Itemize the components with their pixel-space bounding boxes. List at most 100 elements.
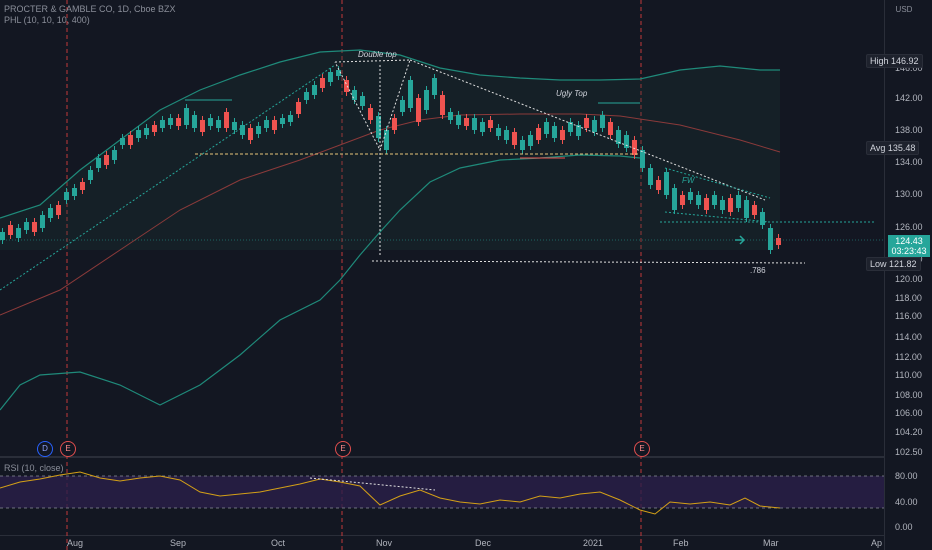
middle-band-line <box>0 113 781 316</box>
candle-body <box>160 120 165 128</box>
candle-body <box>8 225 13 235</box>
candle-body <box>696 195 701 205</box>
price-tick-label: 118.00 <box>895 293 922 303</box>
time-tick-label: Sep <box>170 538 187 548</box>
candle-body <box>416 98 421 122</box>
candle-body <box>568 122 573 132</box>
candle-body <box>472 118 477 130</box>
candle-body <box>32 222 37 232</box>
chart-grid <box>0 0 885 550</box>
candle-body <box>392 118 397 130</box>
candle-body <box>712 195 717 205</box>
price-tick-label: 106.00 <box>895 408 923 418</box>
candle-body <box>720 200 725 210</box>
price-tick-label: 108.00 <box>895 390 923 400</box>
price-tick-label: 110.00 <box>895 370 922 380</box>
candle-body <box>136 130 141 138</box>
candle-body <box>424 90 429 110</box>
candle-body <box>464 118 469 126</box>
candle-body <box>592 120 597 132</box>
candle-body <box>384 130 389 150</box>
avg-tag: Avg 135.48 <box>866 141 920 155</box>
candle-body <box>48 208 53 218</box>
candle-body <box>88 170 93 180</box>
time-tick-label: Feb <box>673 538 689 548</box>
price-tick-label: 146.00 <box>895 63 923 73</box>
price-tick-label: 126.00 <box>895 222 923 232</box>
earnings-event-icon[interactable]: E <box>60 441 76 457</box>
candle-body <box>224 112 229 128</box>
dividend-event-icon[interactable]: D <box>37 441 53 457</box>
candle-body <box>752 205 757 215</box>
candle-body <box>680 195 685 205</box>
candle-body <box>664 172 669 195</box>
price-tick-label: 114.00 <box>895 332 922 342</box>
candle-body <box>272 120 277 130</box>
time-tick-label: Oct <box>271 538 286 548</box>
candle-body <box>120 138 125 145</box>
candle-body <box>648 168 653 185</box>
double-top-triangle <box>334 59 411 152</box>
candle-body <box>744 200 749 218</box>
time-tick-label: Nov <box>376 538 393 548</box>
candle-body <box>536 128 541 140</box>
candle-body <box>704 198 709 210</box>
candle-body <box>96 158 101 168</box>
candle-body <box>176 118 181 126</box>
price-tick-label: 134.00 <box>895 157 923 167</box>
candle-body <box>280 118 285 124</box>
candle-body <box>216 120 221 128</box>
candle-body <box>288 115 293 122</box>
candle-body <box>256 126 261 134</box>
candle-body <box>608 122 613 135</box>
rsi-tick-label: 40.00 <box>895 497 918 507</box>
earnings-event-icon[interactable]: E <box>634 441 650 457</box>
candle-body <box>584 118 589 128</box>
candle-body <box>488 120 493 128</box>
candle-body <box>304 92 309 100</box>
measure-line-horizontal <box>371 260 806 264</box>
candle-body <box>600 115 605 128</box>
ugly-top-annotation[interactable]: Ugly Top <box>556 89 588 98</box>
candle-body <box>112 150 117 160</box>
currency-label: USD <box>895 5 913 14</box>
rsi-band-fill <box>0 476 884 508</box>
candle-body <box>264 120 269 128</box>
time-tick-label: Ap <box>871 538 883 548</box>
earnings-event-icon[interactable]: E <box>335 441 351 457</box>
candle-body <box>432 78 437 95</box>
candle-body <box>560 130 565 140</box>
candle-body <box>56 205 61 215</box>
rsi-label[interactable]: RSI (10, close) <box>4 463 64 473</box>
last-price-box: 124.43 03:23:43 <box>888 235 930 257</box>
rsi-divergence-line <box>309 477 436 491</box>
candle-body <box>104 155 109 165</box>
rsi-panel <box>0 471 884 515</box>
candle-body <box>616 130 621 144</box>
candle-body <box>0 232 5 240</box>
candle-body <box>496 128 501 136</box>
candle-body <box>656 180 661 190</box>
candle-body <box>208 118 213 126</box>
candle-body <box>200 120 205 132</box>
candle-body <box>408 80 413 108</box>
candle-body <box>480 122 485 132</box>
arrow-icon <box>735 235 746 245</box>
fw-annotation[interactable]: FW <box>682 176 695 185</box>
indicator-label[interactable]: PHL (10, 10, 10, 400) <box>4 15 90 25</box>
candle-body <box>576 125 581 136</box>
candle-body <box>736 195 741 208</box>
avg-value: 135.48 <box>887 143 916 153</box>
high-tag: High 146.92 <box>866 54 923 68</box>
double-top-annotation[interactable]: Double top <box>358 50 397 59</box>
candle-body <box>688 192 693 200</box>
price-tick-label: 102.50 <box>895 447 923 457</box>
candle-body <box>80 182 85 190</box>
last-price: 124.43 <box>895 236 923 246</box>
candle-body <box>16 228 21 238</box>
fib-annotation[interactable]: .786 <box>750 266 766 275</box>
time-tick-label: Aug <box>67 538 84 548</box>
candle-body <box>640 150 645 168</box>
candle-body <box>240 125 245 135</box>
